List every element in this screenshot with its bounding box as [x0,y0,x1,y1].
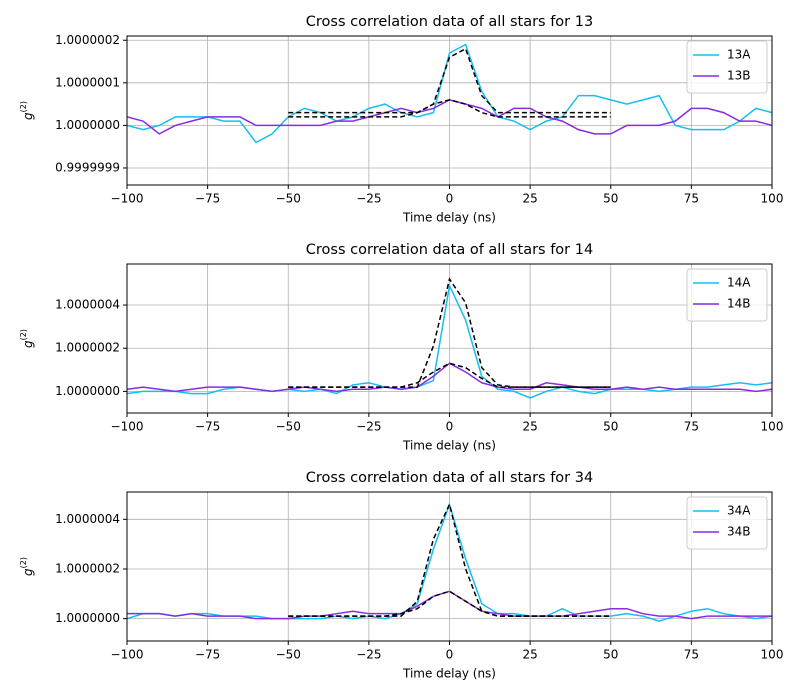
y-axis-label-sup: (2) [19,101,28,112]
axes-frame [126,35,773,186]
x-tick-label: −100 [111,192,144,206]
x-tick-label: 75 [684,420,699,434]
x-tick-label: 25 [522,648,537,662]
x-tick-label: 75 [684,648,699,662]
x-tick-label: 25 [522,192,537,206]
x-tick-label: −50 [276,648,301,662]
axes-frame [126,491,773,642]
y-tick-label: 1.0000000 [55,384,120,398]
x-tick-label: 25 [522,420,537,434]
chart-title: Cross correlation data of all stars for … [306,470,593,486]
x-tick-label: −75 [195,420,220,434]
y-tick-label: 1.0000002 [55,33,120,47]
fit-line [288,590,611,617]
legend-label: 14A [727,276,751,290]
y-tick-label: 1.0000004 [55,512,120,526]
x-tick-label: −100 [111,648,144,662]
chart-title: Cross correlation data of all stars for … [306,242,593,258]
legend-box [686,40,768,94]
x-tick-label: 0 [446,192,454,206]
legend-label: 13B [727,69,751,83]
y-axis-label-sup: (2) [19,329,28,340]
x-tick-label: 75 [684,192,699,206]
chart-title: Cross correlation data of all stars for … [306,14,593,30]
x-tick-label: 0 [446,648,454,662]
legend-box [686,268,768,322]
x-tick-label: 100 [761,420,784,434]
x-tick-label: −75 [195,192,220,206]
y-axis-label: g(2) [19,101,35,120]
y-tick-label: 1.0000002 [55,561,120,575]
x-tick-label: 50 [603,192,618,206]
y-tick-label: 1.0000001 [55,75,120,89]
y-axis-label-main: g [21,112,35,120]
legend-label: 13A [727,48,751,62]
legend-label: 34A [727,504,751,518]
fit-line [288,47,611,114]
fit-line [288,99,611,118]
y-axis-label-main: g [21,568,35,576]
legend-label: 14B [727,297,751,311]
legend-label: 34B [727,525,751,539]
x-axis-label: Time delay (ns) [402,211,496,225]
y-tick-label: 1.0000004 [55,298,120,312]
y-tick-label: 1.0000000 [55,611,120,625]
y-axis-label: g(2) [19,557,35,576]
axes-frame [126,263,773,414]
data-line [127,43,772,144]
x-tick-label: −75 [195,648,220,662]
y-axis-label-main: g [21,340,35,348]
x-tick-label: 100 [761,192,784,206]
x-tick-label: −25 [356,420,381,434]
y-axis-label-sup: (2) [19,557,28,568]
legend-box [686,496,768,550]
x-tick-label: 50 [603,420,618,434]
x-tick-label: −100 [111,420,144,434]
x-tick-label: −25 [356,192,381,206]
x-tick-label: −25 [356,648,381,662]
fit-line [288,362,611,388]
x-axis-label: Time delay (ns) [402,667,496,681]
y-tick-label: 1.0000002 [55,341,120,355]
y-tick-label: 1.0000000 [55,118,120,132]
x-tick-label: 0 [446,420,454,434]
y-axis-label: g(2) [19,329,35,348]
y-tick-label: 0.9999999 [55,160,120,174]
x-axis-label: Time delay (ns) [402,439,496,453]
data-line [127,590,772,620]
x-tick-label: −50 [276,192,301,206]
x-tick-label: 100 [761,648,784,662]
x-tick-label: 50 [603,648,618,662]
x-tick-label: −50 [276,420,301,434]
data-line [127,362,772,393]
